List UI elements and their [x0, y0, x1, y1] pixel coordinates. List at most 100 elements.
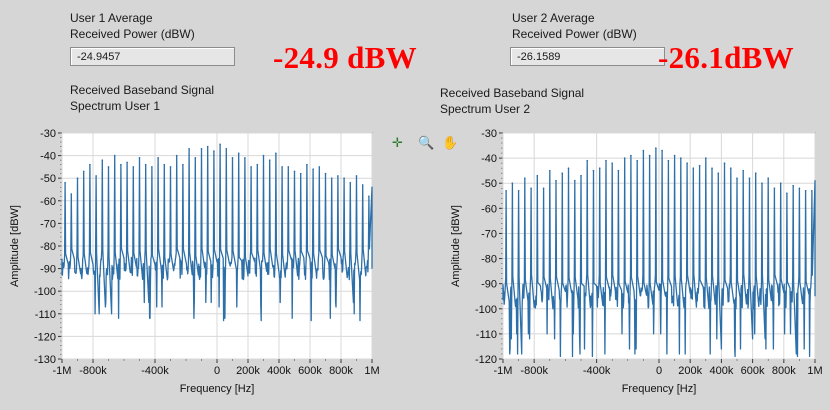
- spectrum-peak-point: [792, 184, 794, 187]
- spectrum-peak-point: [188, 148, 190, 150]
- spectrum-peak-point: [132, 166, 135, 168]
- x-tick-label: 200k: [678, 365, 702, 377]
- y-tick-label: -30: [481, 128, 497, 140]
- x-tick-label: -400k: [141, 365, 169, 377]
- x-tick-label: 0: [656, 365, 662, 377]
- spectrum-peak-point: [592, 169, 595, 172]
- spectrum-peak-point: [542, 187, 545, 190]
- spectrum-peak-point: [711, 167, 713, 169]
- spectrum-peak-point: [530, 187, 532, 190]
- y-tick-label: -30: [40, 128, 56, 140]
- y-tick-label: -60: [40, 196, 56, 208]
- spectrum-peak-point: [262, 154, 265, 157]
- spectrum-peak-point: [361, 184, 364, 186]
- spectrum-peak-point: [761, 182, 763, 185]
- x-tick-label: 400k: [709, 365, 733, 377]
- x-tick-label: 1M: [807, 365, 822, 377]
- spectrum-peak-point: [281, 166, 283, 168]
- spectrum-peak-point: [95, 175, 97, 177]
- spectrum-peak-point: [194, 157, 197, 159]
- x-tick-label: 800k: [772, 365, 796, 377]
- spectrum-peak-point: [561, 172, 564, 174]
- spectrum-peak-point: [698, 164, 701, 167]
- user2-spectrum-label: Received Baseband Signal Spectrum User 2: [440, 86, 585, 116]
- spectrum-peak-point: [573, 179, 576, 182]
- spectrum-peak-point: [157, 157, 159, 159]
- spectrum-peak-point: [673, 154, 676, 157]
- y-tick-label: -120: [475, 354, 497, 366]
- x-tick-label: 0: [214, 365, 220, 377]
- user1-power-label: User 1 Average Received Power (dBW): [70, 11, 195, 41]
- user1-power-annotation: -24.9 dBW: [273, 40, 417, 75]
- spectrum-trace-2: [502, 147, 816, 358]
- spectrum-peak-point: [742, 169, 745, 172]
- y-tick-label: -100: [34, 286, 56, 298]
- spectrum-peak-point: [567, 167, 570, 169]
- y-tick-label: -70: [481, 228, 497, 240]
- spectrum-peak-point: [343, 177, 345, 179]
- x-tick-label: 600k: [741, 365, 765, 377]
- spectrum-peak-point: [107, 166, 110, 168]
- crosshair-cursor-icon[interactable]: ✛: [392, 135, 403, 150]
- y-tick-label: -90: [481, 279, 497, 291]
- spectrum-peak-point: [70, 193, 73, 195]
- y-tick-label: -90: [40, 264, 56, 276]
- spectrum-peak-point: [82, 170, 85, 173]
- y-tick-label: -40: [40, 151, 56, 163]
- x-tick-label: -1M: [53, 365, 72, 377]
- spectrum-peak-point: [623, 157, 626, 159]
- spectrum-peak-point: [736, 177, 738, 179]
- spectrum-peak-point: [648, 154, 651, 157]
- spectrum-peak-point: [617, 169, 620, 172]
- spectrum-peak-point: [244, 157, 246, 159]
- spectrum-peak-point: [293, 170, 296, 173]
- y-tick-label: -60: [481, 203, 497, 215]
- spectrum-peak-point: [773, 187, 776, 190]
- x-tick-label: -400k: [583, 365, 611, 377]
- spectrum-peak-point: [723, 162, 726, 164]
- spectrum-peak-point: [580, 174, 582, 177]
- spectrum-peak-point: [598, 167, 601, 169]
- spectrum-peak-point: [511, 182, 514, 185]
- spectrum-peak-point: [213, 150, 215, 152]
- spectrum-peak-point: [182, 163, 184, 166]
- spectrum-peak-point: [549, 169, 551, 172]
- spectrum-peak-point: [779, 182, 782, 185]
- y-tick-label: -80: [481, 254, 497, 266]
- zoom-icon[interactable]: 🔍: [418, 135, 435, 150]
- spectrum-peak-point: [200, 148, 203, 150]
- spectrum-peak-point: [175, 154, 178, 157]
- x-tick-label: 800k: [329, 365, 353, 377]
- user1-spectrum-label: Received Baseband Signal Spectrum User 1: [70, 83, 215, 113]
- spectrum-peak-point: [256, 163, 259, 166]
- spectrum-peak-point: [126, 161, 128, 164]
- spectrum-peak-point: [811, 189, 813, 192]
- spectrum-peak-point: [692, 167, 695, 169]
- spectrum-peak-point: [355, 175, 358, 177]
- spectrum-peak-point: [636, 159, 638, 162]
- y-tick-label: -100: [475, 304, 497, 316]
- spectrum-peak-point: [686, 162, 688, 164]
- x-tick-label: -1M: [494, 365, 513, 377]
- x-axis-title: Frequency [Hz]: [180, 383, 255, 395]
- spectrum-peak-point: [349, 181, 352, 184]
- spectrum-peak-point: [299, 172, 302, 175]
- spectrum-peak-point: [505, 189, 507, 192]
- spectrum-peak-point: [586, 159, 589, 162]
- x-tick-label: -800k: [79, 365, 107, 377]
- spectrum-peak-point: [151, 166, 153, 168]
- hand-pan-icon[interactable]: ✋: [442, 135, 459, 150]
- y-tick-label: -130: [34, 354, 56, 366]
- spectrum-peak-point: [138, 157, 141, 159]
- spectrum-peak-point: [169, 166, 172, 168]
- spectrum-peak-point: [786, 192, 788, 195]
- y-tick-label: -50: [40, 173, 56, 185]
- spectrum-peak-point: [312, 168, 314, 170]
- spectrum-peak-point: [306, 163, 308, 166]
- spectrum-peak-point: [524, 177, 526, 179]
- spectrum-peak-point: [76, 177, 79, 179]
- spectrum-peak-point: [268, 159, 271, 161]
- user1-power-indicator: -24.9457: [70, 47, 235, 66]
- y-tick-label: -110: [476, 329, 497, 341]
